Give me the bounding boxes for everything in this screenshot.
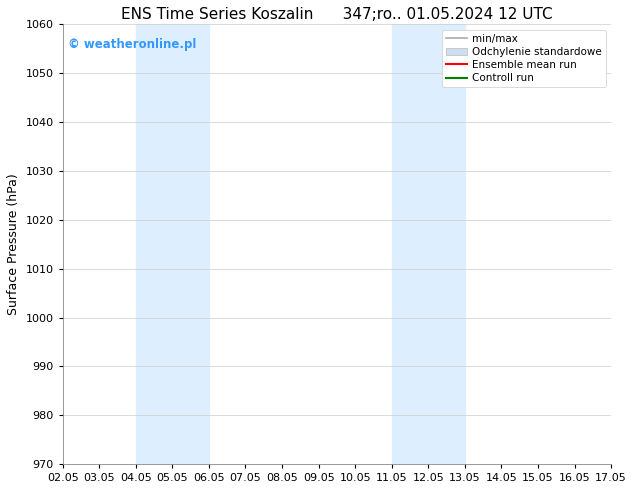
Text: © weatheronline.pl: © weatheronline.pl	[68, 38, 197, 50]
Legend: min/max, Odchylenie standardowe, Ensemble mean run, Controll run: min/max, Odchylenie standardowe, Ensembl…	[442, 30, 606, 87]
Bar	[136, 24, 209, 464]
Y-axis label: Surface Pressure (hPa): Surface Pressure (hPa)	[7, 173, 20, 315]
Bar	[392, 24, 465, 464]
Title: ENS Time Series Koszalin      347;ro.. 01.05.2024 12 UTC: ENS Time Series Koszalin 347;ro.. 01.05.…	[121, 7, 553, 22]
